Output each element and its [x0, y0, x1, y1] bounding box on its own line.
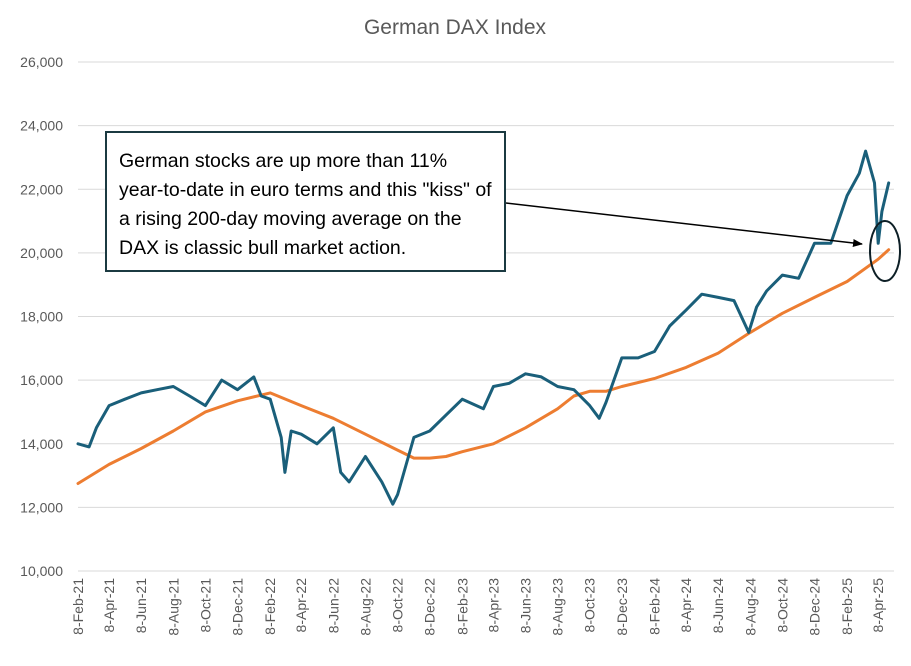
moving-average-200-line — [76, 248, 891, 485]
y-tick-label: 18,000 — [20, 309, 63, 325]
x-tick-label: 8-Dec-23 — [614, 578, 630, 636]
y-tick-label: 20,000 — [20, 245, 63, 261]
x-tick-label: 8-Feb-22 — [262, 578, 278, 635]
x-tick-label: 8-Oct-24 — [774, 578, 790, 633]
annotation-textbox: German stocks are up more than 11% year-… — [105, 131, 506, 272]
x-tick-label: 8-Aug-21 — [165, 578, 181, 636]
x-tick-label: 8-Feb-23 — [454, 578, 470, 635]
x-tick-label: 8-Jun-23 — [517, 578, 533, 633]
x-tick-label: 8-Apr-25 — [870, 578, 886, 633]
x-tick-label: 8-Jun-22 — [325, 578, 341, 633]
y-tick-label: 14,000 — [20, 436, 63, 452]
x-tick-label: 8-Apr-24 — [678, 578, 694, 633]
x-tick-label: 8-Feb-24 — [646, 578, 662, 635]
y-tick-label: 12,000 — [20, 499, 63, 515]
x-tick-label: 8-Aug-22 — [357, 578, 373, 636]
x-tick-label: 8-Dec-24 — [807, 578, 823, 636]
y-tick-label: 16,000 — [20, 372, 63, 388]
x-tick-label: 8-Oct-22 — [390, 578, 406, 633]
x-tick-label: 8-Aug-23 — [550, 578, 566, 636]
x-tick-label: 8-Feb-25 — [839, 578, 855, 635]
y-tick-label: 26,000 — [20, 54, 63, 70]
x-tick-label: 8-Jun-21 — [133, 578, 149, 633]
x-tick-label: 8-Dec-21 — [230, 578, 246, 636]
x-tick-label: 8-Apr-21 — [101, 578, 117, 633]
x-tick-label: 8-Dec-22 — [422, 578, 438, 636]
annotation-arrow — [505, 202, 863, 247]
x-tick-label: 8-Jun-24 — [710, 578, 726, 633]
kiss-highlight-ellipse — [869, 220, 901, 282]
x-tick-label: 8-Apr-22 — [293, 578, 309, 633]
x-tick-label: 8-Feb-21 — [70, 578, 86, 635]
x-tick-label: 8-Oct-21 — [197, 578, 213, 633]
x-tick-label: 8-Aug-24 — [742, 578, 758, 636]
x-tick-label: 8-Apr-23 — [485, 578, 501, 633]
y-tick-label: 10,000 — [20, 563, 63, 579]
chart-title: German DAX Index — [364, 16, 547, 39]
x-tick-label: 8-Oct-23 — [582, 578, 598, 633]
y-tick-label: 24,000 — [20, 118, 63, 134]
dax-price-line — [76, 149, 891, 506]
y-tick-label: 22,000 — [20, 181, 63, 197]
annotation-text: German stocks are up more than 11% year-… — [119, 150, 492, 259]
